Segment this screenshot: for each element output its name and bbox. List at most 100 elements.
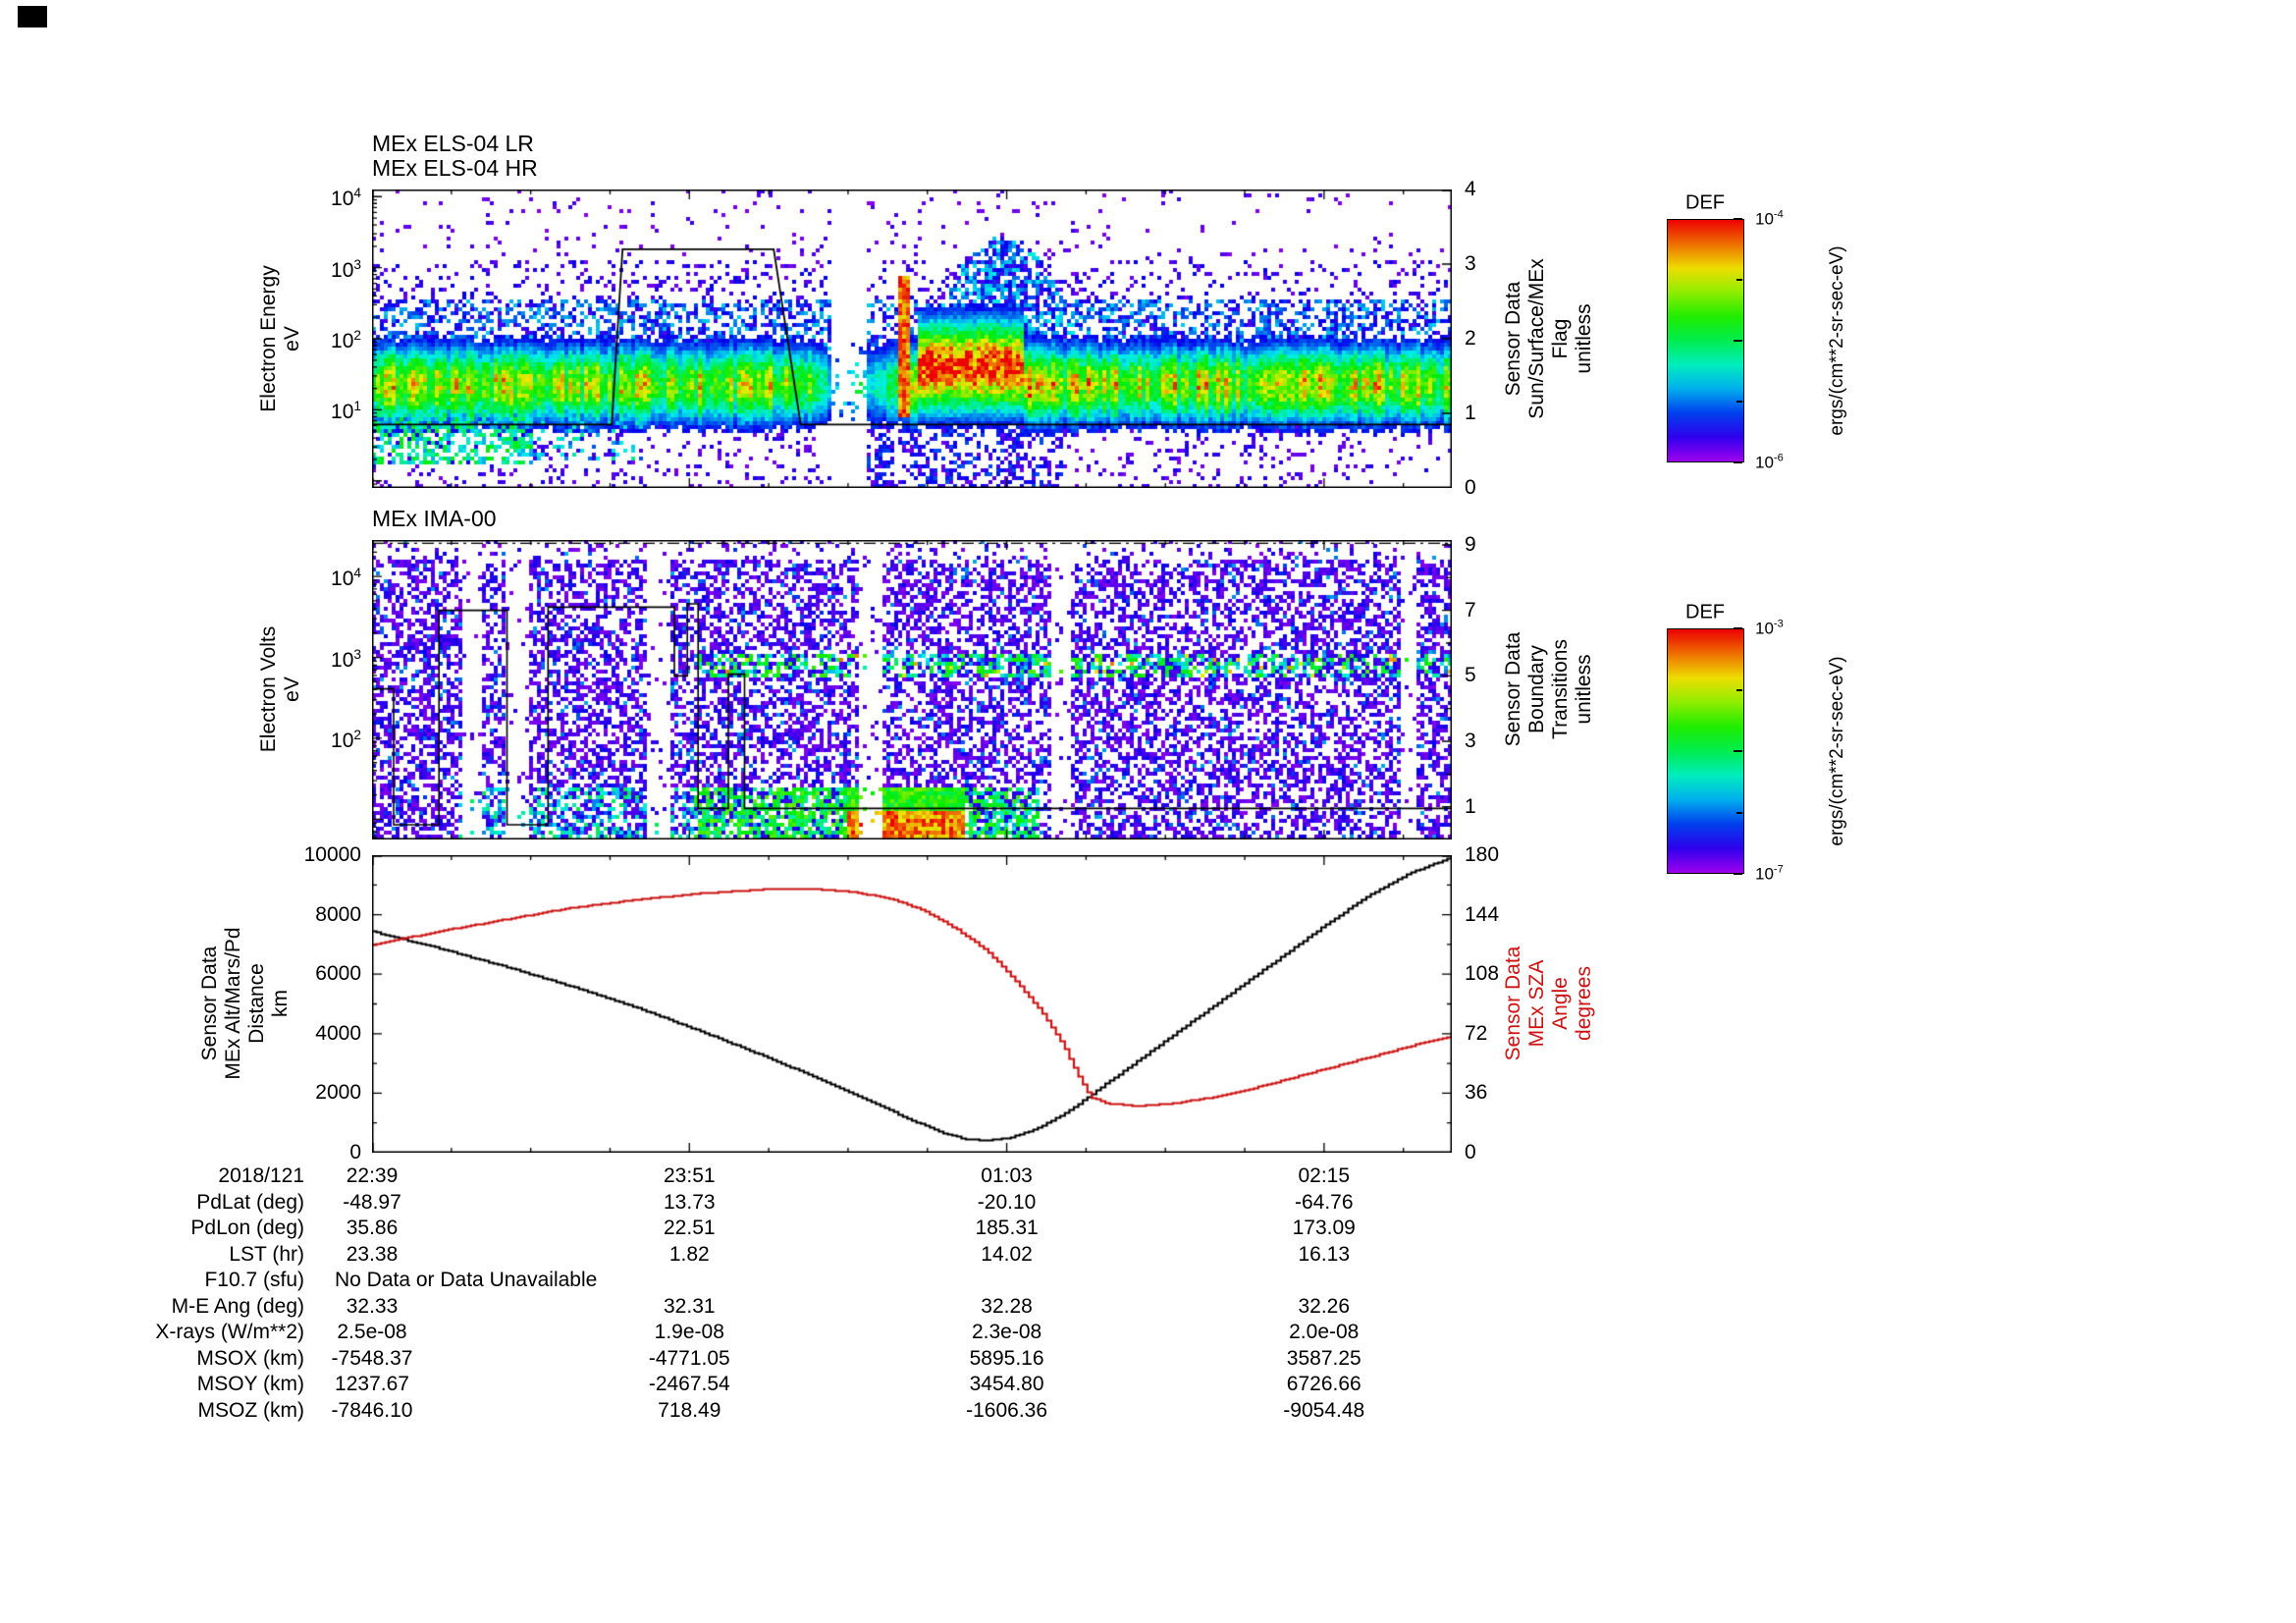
els-right-label-line3: Flag	[1549, 318, 1572, 359]
table-row-label: 2018/121	[218, 1164, 304, 1187]
table-cell: 3454.80	[969, 1373, 1044, 1395]
ima-boundary-tick-label: 3	[1465, 730, 1476, 752]
ima-right-axis-label: Sensor Data Boundary Transitions unitles…	[1502, 632, 1596, 747]
table-cell: 173.09	[1292, 1217, 1356, 1239]
table-cell: 14.02	[981, 1242, 1033, 1266]
aux-left-axis-label: Sensor Data MEx Alt/Mars/Pd Distance km	[198, 927, 293, 1079]
table-cell: -7846.10	[331, 1398, 413, 1422]
table-cell: 718.49	[658, 1398, 721, 1422]
table-cell: 32.33	[346, 1294, 399, 1318]
els-colorbar-bar-tick	[1736, 401, 1742, 403]
els-flag-tick-label: 1	[1465, 402, 1476, 424]
ima-colorbar-bar-tick	[1736, 688, 1742, 691]
table-cell: 22.51	[664, 1217, 716, 1239]
table-row-label: F10.7 (sfu)	[204, 1269, 304, 1291]
aux-right-tick-label: 72	[1465, 1021, 1488, 1045]
ima-ytick-label: 104	[331, 566, 361, 591]
ima-boundary-tick-label: 1	[1465, 794, 1476, 818]
table-cell: 16.13	[1298, 1242, 1351, 1266]
ima-right-label-line3: Transitions	[1549, 639, 1572, 739]
page-corner-mark	[18, 6, 47, 27]
aux-left-label-line4: km	[269, 990, 292, 1018]
table-cell: 32.26	[1298, 1294, 1351, 1318]
ima-spectrogram-canvas	[372, 540, 1452, 839]
els-ytick-label: 102	[331, 328, 361, 352]
table-cell: 13.73	[664, 1190, 716, 1214]
ima-right-label-line1: Sensor Data	[1502, 631, 1524, 747]
els-right-label-line1: Sensor Data	[1502, 281, 1524, 397]
els-flag-tick-label: 0	[1465, 476, 1476, 499]
els-right-label-line4: unitless	[1573, 303, 1595, 374]
ima-colorbar-title: DEF	[1685, 601, 1725, 623]
els-right-axis-label: Sensor Data Sun/Surface/MEx Flag unitles…	[1502, 258, 1596, 418]
table-row-label: PdLon (deg)	[190, 1217, 304, 1239]
els-ytick-label: 101	[331, 399, 361, 424]
ima-boundary-tick-label: 5	[1465, 664, 1476, 687]
table-row-label: MSOY (km)	[196, 1373, 304, 1395]
altitude-sza-line-canvas	[372, 855, 1452, 1153]
time-axis-label: 01:03	[981, 1164, 1033, 1187]
ima-colorbar-top-label: 10-3	[1755, 618, 1784, 638]
aux-right-label-line4: degrees	[1573, 966, 1595, 1041]
els-right-label-line2: Sun/Surface/MEx	[1525, 258, 1548, 419]
table-cell: 2.0e-08	[1289, 1321, 1360, 1343]
aux-right-tick-label: 0	[1465, 1141, 1476, 1163]
ima-ytick-label: 103	[331, 646, 361, 672]
table-cell: 185.31	[975, 1217, 1039, 1239]
els-colorbar-top-label: 10-4	[1755, 208, 1784, 229]
aux-left-label-line3: Distance	[245, 963, 268, 1044]
els-spectrogram-canvas	[372, 189, 1452, 488]
aux-right-axis-label: Sensor Data MEx SZA Angle degrees	[1502, 947, 1596, 1061]
table-cell: 5895.16	[969, 1346, 1044, 1370]
table-cell: -2467.54	[648, 1373, 730, 1395]
table-cell: 1.82	[668, 1242, 710, 1266]
table-cell: 32.31	[664, 1294, 716, 1318]
els-colorbar-bar	[1667, 219, 1744, 462]
time-axis-label: 02:15	[1298, 1164, 1351, 1187]
table-cell: 23.38	[346, 1242, 399, 1266]
aux-left-label-line1: Sensor Data	[198, 946, 221, 1061]
aux-right-tick-label: 108	[1465, 962, 1500, 986]
table-cell: -20.10	[977, 1190, 1037, 1214]
table-cell: -1606.36	[966, 1398, 1048, 1422]
table-cell: 2.3e-08	[971, 1321, 1042, 1343]
els-ytick-label: 104	[331, 186, 361, 211]
aux-left-label-line2: MEx Alt/Mars/Pd	[222, 927, 244, 1080]
table-row-label: MSOX (km)	[196, 1346, 304, 1370]
table-cell: 2.5e-08	[337, 1321, 407, 1343]
time-axis-label: 23:51	[664, 1164, 716, 1187]
ima-ytick-label: 102	[331, 727, 361, 752]
aux-left-tick-label: 10000	[303, 843, 361, 866]
els-ytick-label: 103	[331, 256, 361, 282]
table-row-label: LST (hr)	[229, 1242, 304, 1266]
aux-left-tick-label: 8000	[315, 902, 361, 926]
table-row-label: PdLat (deg)	[196, 1190, 304, 1214]
ima-colorbar-bar	[1667, 628, 1744, 874]
els-colorbar-bar-tick	[1736, 279, 1742, 281]
time-axis-label: 22:39	[346, 1164, 399, 1187]
table-cell: -48.97	[343, 1190, 401, 1214]
table-row-label: M-E Ang (deg)	[171, 1294, 304, 1318]
ima-right-label-line2: Boundary	[1525, 645, 1548, 733]
els-title-hr: MEx ELS-04 HR	[372, 155, 538, 181]
ima-colorbar-bar-tick	[1734, 750, 1742, 752]
table-cell: -64.76	[1294, 1190, 1354, 1214]
els-colorbar-bottom-label: 10-6	[1755, 452, 1784, 472]
aux-right-tick-label: 144	[1465, 902, 1500, 926]
els-colorbar-title: DEF	[1685, 191, 1725, 214]
aux-right-label-line1: Sensor Data	[1502, 946, 1524, 1061]
ima-colorbar-unit-label: ergs/(cm**2-sr-sec-eV)	[1827, 656, 1847, 846]
els-title-lr: MEx ELS-04 LR	[372, 131, 534, 156]
table-cell: 1237.67	[335, 1373, 409, 1395]
aux-left-tick-label: 4000	[315, 1021, 361, 1045]
table-cell: -9054.48	[1283, 1398, 1365, 1422]
aux-right-label-line3: Angle	[1549, 977, 1572, 1030]
table-cell: 3587.25	[1286, 1346, 1362, 1370]
table-cell: -7548.37	[331, 1346, 413, 1370]
els-flag-tick-label: 4	[1465, 178, 1476, 200]
table-cell: -4771.05	[648, 1346, 730, 1370]
aux-left-tick-label: 2000	[315, 1081, 361, 1105]
ima-colorbar-bar-tick	[1736, 811, 1742, 814]
els-flag-tick-label: 2	[1465, 327, 1476, 350]
